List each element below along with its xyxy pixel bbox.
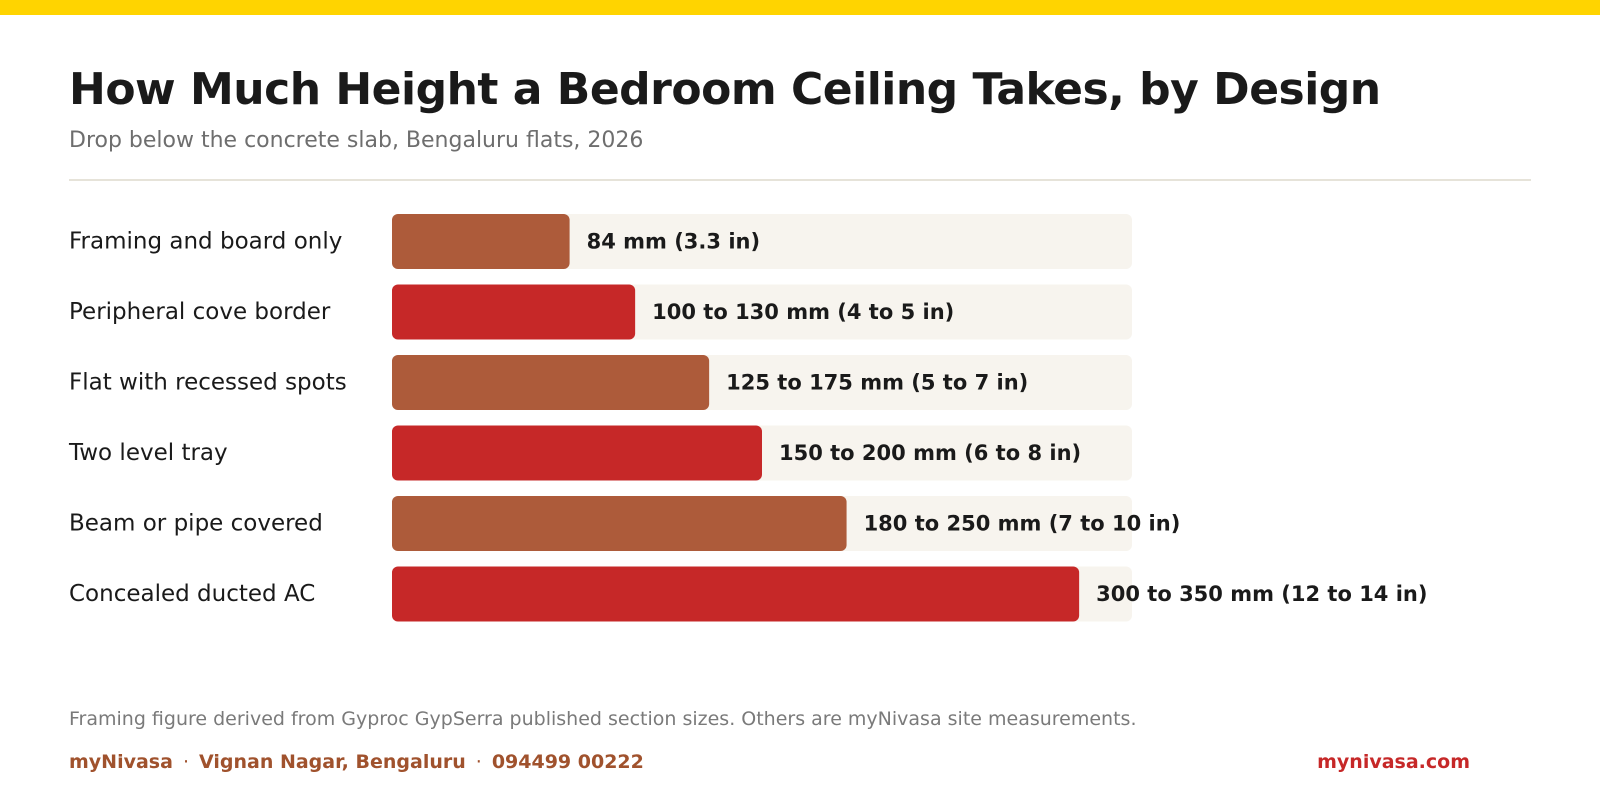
bar	[392, 214, 570, 269]
value-label: 125 to 175 mm (5 to 7 in)	[726, 371, 1028, 395]
chart-subtitle: Drop below the concrete slab, Bengaluru …	[69, 128, 644, 153]
footer-location: Vignan Nagar, Bengaluru	[198, 751, 466, 773]
header-divider	[69, 179, 1531, 181]
footer-separator: ·	[475, 751, 482, 773]
bar	[392, 566, 1080, 622]
source-footnote: Framing figure derived from Gyproc GypSe…	[69, 708, 1137, 730]
bar	[392, 284, 636, 340]
footer-contact: myNivasa · Vignan Nagar, Bengaluru · 094499 …	[69, 751, 644, 773]
category-label: Beam or pipe covered	[69, 511, 323, 537]
footer-separator: ·	[182, 751, 189, 773]
footer-website-link[interactable]: mynivasa.com	[1317, 751, 1470, 773]
value-label: 84 mm (3.3 in)	[587, 230, 760, 254]
value-label: 180 to 250 mm (7 to 10 in)	[864, 512, 1181, 536]
bar	[392, 355, 710, 410]
footer-brand: myNivasa	[69, 751, 173, 773]
bar-chart: Framing and board only 84 mm (3.3 in) Peri…	[68, 214, 1427, 622]
category-label: Concealed ducted AC	[69, 581, 315, 607]
category-label: Flat with recessed spots	[69, 370, 347, 396]
top-accent-bar	[0, 0, 1600, 15]
category-label: Framing and board only	[69, 229, 342, 255]
chart-title: How Much Height a Bedroom Ceiling Takes,…	[69, 64, 1381, 115]
bar-track	[392, 214, 1132, 269]
category-label: Peripheral cove border	[69, 299, 331, 325]
footer-phone[interactable]: 094499 00222	[491, 751, 644, 773]
value-label: 150 to 200 mm (6 to 8 in)	[779, 441, 1081, 465]
bar	[392, 425, 762, 481]
value-label: 300 to 350 mm (12 to 14 in)	[1096, 582, 1427, 606]
value-label: 100 to 130 mm (4 to 5 in)	[652, 300, 954, 324]
category-label: Two level tray	[68, 440, 228, 466]
bar	[392, 496, 847, 551]
